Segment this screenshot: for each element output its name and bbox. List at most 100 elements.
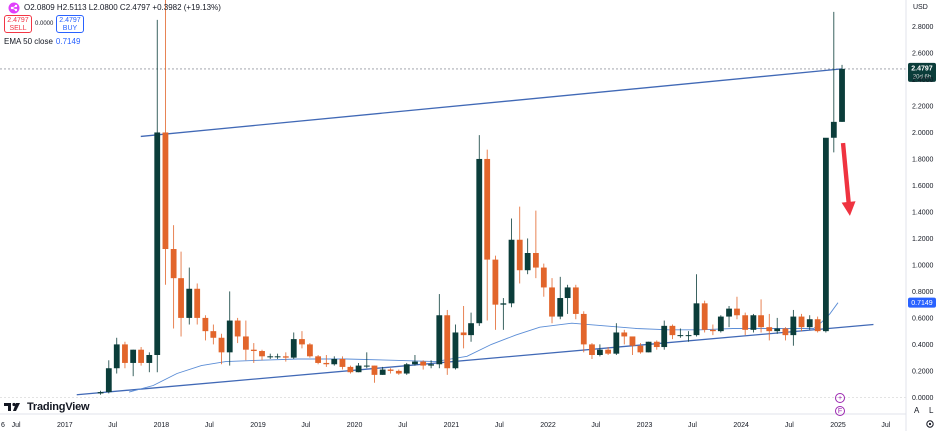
candle (580, 311, 587, 353)
y-tick-label: 2.8000 (912, 24, 934, 31)
y-tick-label: 0.4000 (912, 342, 934, 349)
ema-legend[interactable]: EMA 50 close 0.7149 (4, 37, 80, 46)
candle-body (170, 249, 177, 279)
candle (476, 135, 483, 326)
candle-body (210, 331, 217, 338)
flag-icon[interactable]: F (835, 406, 845, 416)
candle (412, 354, 418, 366)
buy-label: BUY (62, 25, 78, 32)
candle (830, 11, 837, 153)
candle-body (540, 267, 547, 288)
candle (524, 238, 531, 275)
y-tick-label: 0.2000 (912, 368, 934, 375)
x-tick-label: Jul (495, 422, 504, 429)
candle (540, 263, 547, 297)
y-tick-label: 2.4000 (912, 77, 934, 84)
tradingview-logo[interactable]: TradingView (4, 401, 90, 413)
candle-body (597, 349, 603, 355)
sell-label: SELL (9, 25, 27, 32)
candle (307, 343, 313, 358)
candle (130, 349, 137, 377)
candle-body (645, 341, 652, 353)
candle (339, 356, 346, 370)
candle (782, 327, 789, 341)
candle-body (758, 315, 764, 328)
candle-body (557, 298, 564, 317)
candle-body (589, 344, 595, 355)
candle-body (282, 356, 289, 358)
x-tick-label: Jul (205, 422, 214, 429)
log-scale-button[interactable]: L (929, 406, 934, 415)
candle-body (774, 328, 781, 332)
candle-body (492, 259, 499, 305)
candle-body (484, 158, 491, 260)
candle-body (299, 339, 305, 345)
candle-body (524, 252, 531, 271)
y-tick-label: 1.2000 (912, 236, 934, 243)
candle (637, 343, 644, 354)
candle-body (267, 356, 274, 358)
candle (267, 353, 274, 359)
candle (170, 225, 177, 329)
candle (758, 299, 764, 333)
candle-body (138, 349, 144, 363)
candle-body (822, 137, 829, 332)
candle-body (661, 325, 668, 348)
candle (685, 331, 692, 342)
x-tick-label: Jul (688, 422, 697, 429)
candle-body (468, 323, 474, 336)
gear-icon[interactable] (925, 419, 935, 429)
y-tick-label: 1.8000 (912, 156, 934, 163)
x-tick-label: Jul (12, 422, 21, 429)
y-tick-label: 0.0000 (912, 395, 934, 402)
candle (363, 352, 370, 369)
x-tick-label: Jul (301, 422, 310, 429)
symbol-icon[interactable] (8, 2, 20, 14)
candle (492, 255, 499, 330)
candle (331, 356, 338, 366)
y-tick-label: 0.6000 (912, 315, 934, 322)
candle (97, 390, 104, 395)
last-price-tag (908, 62, 936, 82)
currency-label[interactable]: USD (913, 4, 928, 11)
candle-body (331, 358, 338, 365)
candle-body (379, 369, 386, 375)
candle-body (734, 308, 740, 316)
candle (436, 294, 443, 369)
candle-body (436, 315, 443, 365)
candle (290, 332, 297, 359)
add-icon[interactable]: + (835, 393, 845, 403)
candle (613, 323, 620, 355)
candle-body (500, 303, 507, 305)
ema-tag-value: 0.7149 (911, 300, 933, 307)
candle (194, 283, 201, 325)
candle-body (420, 361, 427, 366)
candle-body (242, 336, 249, 350)
candle (218, 333, 225, 365)
candle-body (830, 121, 837, 138)
candle-body (460, 332, 467, 336)
candle (693, 274, 700, 337)
candle-body (371, 365, 378, 375)
sell-button[interactable]: 2.4797 SELL (4, 15, 32, 33)
candle (798, 313, 805, 332)
candle (323, 354, 330, 367)
trendline-lower (76, 323, 874, 396)
auto-scale-button[interactable]: A (914, 406, 920, 415)
candle (564, 284, 571, 314)
trendlines[interactable] (76, 68, 874, 396)
x-tick-label: 2022 (540, 422, 556, 429)
candle (138, 347, 144, 366)
last-price-value: 2.4797 (911, 65, 933, 72)
x-tick-label: 2018 (154, 422, 170, 429)
x-tick-label: Jul (785, 422, 794, 429)
candle-body (549, 287, 555, 317)
candle-body (508, 239, 515, 304)
sell-price: 2.4797 (7, 17, 29, 24)
candle (162, 0, 169, 285)
buy-button[interactable]: 2.4797 BUY (56, 15, 84, 33)
x-tick-label: 2024 (733, 422, 749, 429)
candle (178, 251, 184, 337)
ema-legend-value: 0.7149 (55, 37, 81, 46)
